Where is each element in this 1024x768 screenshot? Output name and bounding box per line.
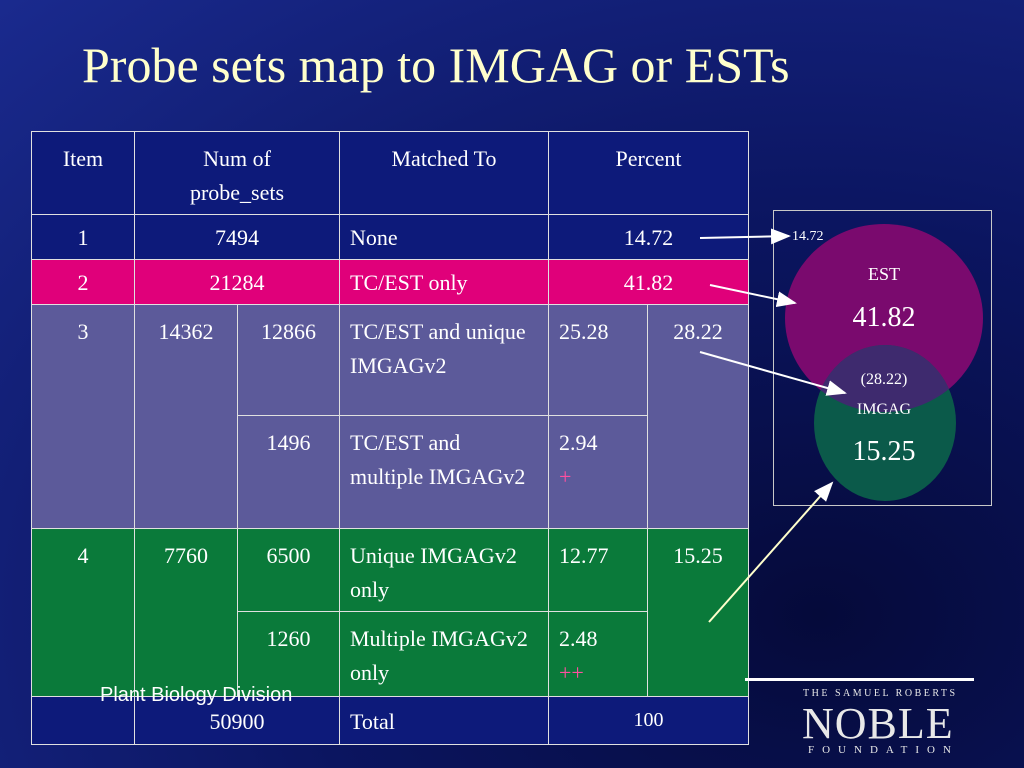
logo-top-text: THE SAMUEL ROBERTS bbox=[803, 688, 958, 699]
venn-imgag-label: IMGAG bbox=[857, 401, 912, 418]
table-row: 2 21284 TC/EST only 41.82 bbox=[31, 259, 749, 305]
row3-item: 3 bbox=[31, 304, 135, 529]
row3-sub2-count: 1496 bbox=[237, 415, 340, 529]
total-num: 50900 bbox=[134, 696, 340, 745]
row3-sub2-matched: TC/EST and multiple IMGAGv2 bbox=[339, 415, 549, 529]
footer-division: Plant Biology Division bbox=[100, 684, 293, 706]
row4-group-percent: 15.25 bbox=[647, 528, 749, 697]
est-circle bbox=[785, 224, 983, 412]
arrow-overlap bbox=[699, 351, 847, 396]
slide-title: Probe sets map to IMGAG or ESTs bbox=[82, 37, 790, 93]
venn-est-label: EST bbox=[868, 264, 900, 284]
probe-set-table: Item Num of probe_sets Matched To Percen… bbox=[31, 131, 749, 745]
overlap-region bbox=[814, 345, 956, 412]
row3-group-percent: 28.22 bbox=[647, 304, 749, 529]
table-row: 1496 TC/EST and multiple IMGAGv2 2.94 + bbox=[32, 415, 749, 529]
header-matched-to: Matched To bbox=[339, 131, 549, 215]
row4-sub2-matched: Multiple IMGAGv2 only bbox=[339, 611, 549, 697]
table-header-row: Item Num of probe_sets Matched To Percen… bbox=[31, 131, 749, 215]
venn-overlap-value: (28.22) bbox=[861, 371, 908, 388]
row4-item: 4 bbox=[31, 528, 135, 697]
row3-sub1-percent: 25.28 bbox=[548, 304, 648, 416]
header-percent: Percent bbox=[548, 131, 749, 215]
row3-sub2-mark: + bbox=[559, 464, 572, 489]
row4-sub2-percent: 2.48 bbox=[559, 626, 598, 651]
table-row: 4 7760 6500 Unique IMGAGv2 only 12.77 15… bbox=[31, 528, 749, 697]
row2-percent: 41.82 bbox=[548, 259, 749, 305]
row1-item: 1 bbox=[31, 214, 135, 260]
venn-imgag-value: 15.25 bbox=[853, 436, 916, 467]
total-percent: 100 bbox=[548, 696, 749, 745]
row3-sub2-percent: 2.94 bbox=[559, 430, 598, 455]
table-row: 1260 Multiple IMGAGv2 only 2.48 ++ bbox=[32, 611, 749, 697]
row4-sub2-mark: ++ bbox=[559, 660, 584, 685]
total-matched: Total bbox=[339, 696, 549, 745]
venn-none-value: 14.72 bbox=[792, 229, 824, 244]
logo-main-text: NOBLE bbox=[802, 699, 954, 748]
row3-sub1-matched: TC/EST and unique IMGAGv2 bbox=[339, 304, 549, 416]
header-num-probe-sets: Num of probe_sets bbox=[134, 131, 340, 215]
row1-matched: None bbox=[339, 214, 549, 260]
row3-sub2-percent-cell: 2.94 + bbox=[548, 415, 648, 529]
row4-sub2-count: 1260 bbox=[237, 611, 340, 697]
logo-bottom-text: FOUNDATION bbox=[808, 744, 959, 756]
row2-item: 2 bbox=[31, 259, 135, 305]
header-num-line: Num of probe_sets bbox=[189, 146, 285, 205]
venn-diagram-frame bbox=[773, 210, 992, 506]
footer-divider bbox=[745, 678, 974, 681]
arrow-none bbox=[699, 228, 791, 245]
row4-sub1-matched: Unique IMGAGv2 only bbox=[339, 528, 549, 612]
row4-num: 7760 bbox=[134, 528, 238, 697]
header-item: Item bbox=[31, 131, 135, 215]
total-item bbox=[31, 696, 135, 745]
arrow-est bbox=[709, 284, 797, 308]
row4-sub2-percent-cell: 2.48 ++ bbox=[548, 611, 648, 697]
table-total-row: 50900 Total 100 bbox=[31, 696, 749, 745]
arrow-imgag bbox=[708, 481, 834, 623]
row2-num: 21284 bbox=[134, 259, 340, 305]
venn-est-value: 41.82 bbox=[853, 302, 916, 333]
